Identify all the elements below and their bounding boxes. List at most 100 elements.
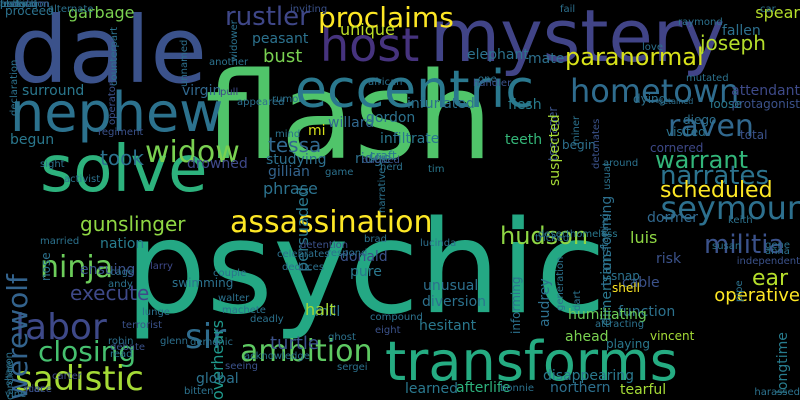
cloud-word: begun [10,132,55,148]
cloud-word: susan [712,241,742,252]
cloud-word: operator [107,81,118,125]
cloud-word: married [40,236,80,247]
cloud-word: car [760,4,776,15]
cloud-word: hometown [570,72,740,110]
cloud-word: disappearing [543,368,635,384]
cloud-word: solve [40,133,208,207]
cloud-word: deserthomeless [538,229,618,240]
cloud-word: celebrates [277,249,330,260]
cloud-word: machete [222,305,266,316]
cloud-word: gunslinger [80,212,186,236]
cloud-word: teeth [505,132,543,148]
cloud-word: ear [752,266,789,291]
cloud-word: audrey [537,278,553,328]
cloud-word: mind [275,129,301,140]
cloud-word: attracting [595,319,645,330]
cloud-word: sadistic [15,359,144,399]
cloud-word: nation [100,236,145,252]
cloud-word: niece [25,384,52,395]
cloud-word: widower [229,20,240,62]
cloud-word: snap [611,269,640,283]
cloud-word: infiltrate [380,131,440,147]
cloud-word: gillian [268,164,310,180]
cloud-word: mate [528,51,565,67]
cloud-word: harassed [754,387,800,398]
cloud-word: miner [571,115,582,145]
cloud-word: keith [728,215,753,226]
cloud-word: terrorist [122,320,163,331]
cloud-word: assassination [230,205,433,240]
cloud-word: patty [0,0,27,10]
cloud-word: tricked [535,233,570,244]
cloud-word: eccentric [295,60,534,120]
cloud-word: deadly [250,314,284,325]
cloud-word: flesh [508,97,542,113]
cloud-word: transform [0,0,50,10]
cloud-word: attendant [731,83,800,99]
cloud-word: cable [622,275,660,291]
cloud-word: rustler [225,2,310,32]
cloud-word: acknowledge [244,351,310,362]
cloud-word: risk [656,251,682,267]
cloud-word: another [209,57,249,68]
cloud-word: robin [108,336,134,347]
cloud-word: dormer [647,210,698,226]
cloud-word: flash [205,48,493,187]
cloud-word: unusual [423,278,479,294]
cloud-word: lunge [142,307,170,318]
cloud-word: sir [185,317,227,357]
cloud-word: usual [602,163,613,190]
cloud-word: operative [714,285,800,306]
cloud-word: labor [15,307,107,348]
cloud-word: deduces [282,262,325,273]
cloud-word: herd [380,162,403,173]
cloud-word: seeing [225,361,258,372]
cloud-word: mystery [430,0,725,78]
cloud-word: game [325,167,354,178]
cloud-word: drowned [187,156,248,172]
cloud-word: gene [765,240,790,251]
cloud-word: took [100,146,144,170]
cloud-word: ensuing [80,262,136,278]
cloud-word: informing [509,276,523,334]
cloud-word: hudson [500,222,589,250]
cloud-word: bonnie [500,383,535,394]
cloud-word: demonic [190,337,233,348]
cloud-word: seymour [660,189,800,227]
cloud-word: love [642,42,663,53]
cloud-word: fallen [722,23,761,39]
cloud-word: brad [364,234,387,245]
cloud-word: pure [350,264,382,280]
cloud-word: anna [765,246,790,257]
cloud-word: counterpart [109,27,120,86]
cloud-word: swimming [172,276,234,290]
cloud-word: donald [340,249,388,265]
cloud-word: global [196,371,239,387]
cloud-word: loose [710,97,742,111]
cloud-word: studying [266,152,327,168]
cloud-word: generation [555,256,566,311]
cloud-word: longtime [775,332,791,395]
cloud-word: scar [23,384,44,395]
cloud-word: diversion [422,294,487,310]
cloud-word: paranormal [565,43,704,71]
cloud-word: spear [755,3,800,22]
cloud-word: pull [220,87,239,98]
cloud-word: raven [668,109,754,144]
cloud-word: afterlife [456,380,511,396]
cloud-word: bust [263,46,303,67]
cloud-word: ambition [240,334,373,369]
cloud-word: cage [110,267,135,278]
cloud-word: nose [39,252,53,281]
cloud-word: execute [70,281,150,305]
cloud-word: tim [428,164,445,175]
cloud-word: mi [308,123,326,139]
cloud-word: vincent [650,329,695,343]
cloud-word: proceed [5,4,54,18]
cloud-word: scheduled [660,178,773,203]
cloud-word: declaration [9,59,20,116]
cloud-word: protagonist [731,97,800,111]
cloud-word: transforms [385,330,678,393]
cloud-word: infuriated [407,96,475,112]
cloud-word: carter [52,371,82,382]
